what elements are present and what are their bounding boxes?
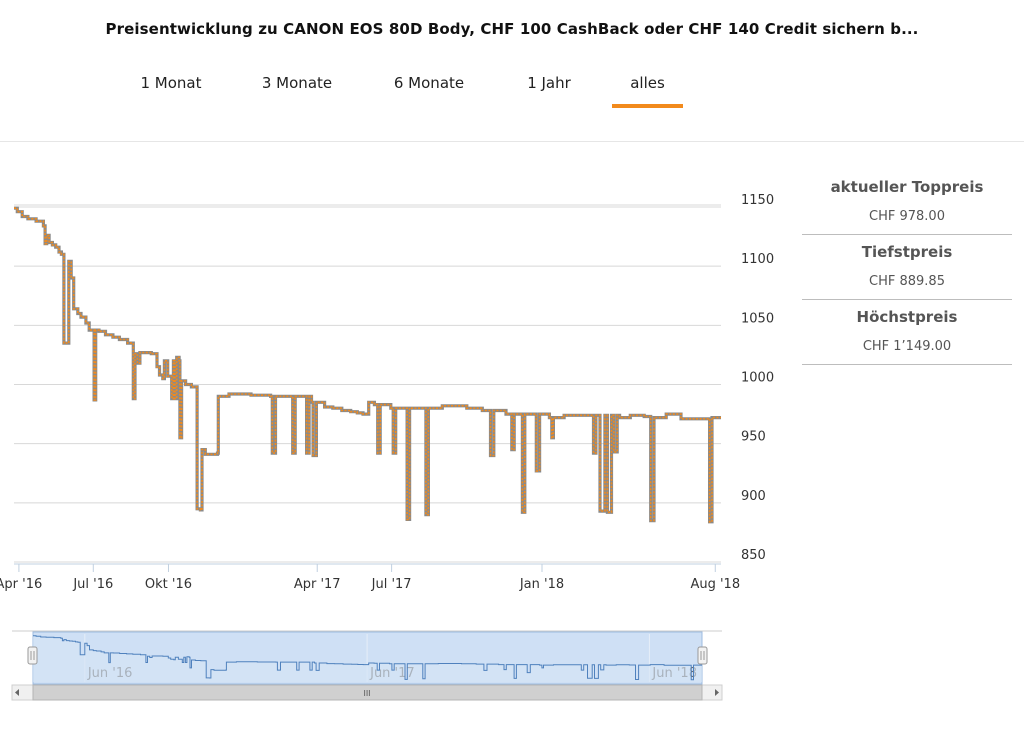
x-axis-labels: Apr '16 Jul '16 Okt '16 Apr '17 Jul '17 Jan '… — [0, 564, 740, 592]
lowest-price-block: Tiefstpreis CHF 889.85 — [802, 235, 1012, 300]
current-price-label: aktueller Toppreis — [830, 178, 984, 196]
header-divider — [0, 141, 1024, 142]
scroll-left-arrow-icon[interactable] — [15, 689, 19, 696]
navigator-line — [33, 635, 702, 681]
navigator-series — [33, 635, 702, 682]
current-price-value: CHF 978.00 — [869, 209, 945, 224]
tab-3-monate[interactable]: 3 Monate — [261, 74, 333, 92]
y-tick-label: 900 — [741, 489, 766, 504]
x-tick-label: Jan '18 — [519, 577, 564, 592]
y-tick-label: 850 — [741, 548, 766, 563]
chart-grid — [14, 204, 721, 565]
time-range-tabs: 1 Monat 3 Monate 6 Monate 1 Jahr alles — [0, 72, 1024, 112]
chart-title: Preisentwicklung zu CANON EOS 80D Body, … — [105, 20, 919, 38]
navigator-left-handle[interactable] — [27, 646, 38, 665]
highest-price-label: Höchstpreis — [856, 308, 958, 326]
lowest-price-value: CHF 889.85 — [869, 274, 945, 289]
navigator-area — [33, 635, 702, 682]
y-tick-label: 1000 — [741, 371, 774, 386]
scrollbar-thumb[interactable] — [32, 684, 703, 701]
x-tick-label: Aug '18 — [690, 577, 740, 592]
scrollbar[interactable]: III — [11, 684, 723, 701]
y-tick-label: 1150 — [741, 193, 774, 208]
navigator-right-handle[interactable] — [697, 646, 708, 665]
x-tick-label: Okt '16 — [145, 577, 192, 592]
price-stats-panel: aktueller Toppreis CHF 978.00 Tiefstprei… — [802, 170, 1012, 365]
x-tick-label: Apr '17 — [294, 577, 341, 592]
current-price-block: aktueller Toppreis CHF 978.00 — [802, 170, 1012, 235]
navigator[interactable]: Jun '16Jun '17Jun '18 III — [0, 625, 730, 705]
tab-1-jahr[interactable]: 1 Jahr — [527, 74, 571, 92]
scrollbar-grip: III — [363, 689, 370, 698]
x-tick-label: Jul '17 — [371, 577, 412, 592]
highest-price-value: CHF 1’149.00 — [862, 339, 952, 354]
y-axis-labels: 850 900 950 1000 1050 1100 1150 — [741, 193, 774, 563]
tab-6-monate[interactable]: 6 Monate — [393, 74, 465, 92]
x-tick-label: Jul '16 — [72, 577, 113, 592]
y-tick-label: 1100 — [741, 252, 774, 267]
price-series — [14, 206, 721, 524]
y-tick-label: 950 — [741, 430, 766, 445]
price-line — [14, 207, 721, 523]
tab-1-monat[interactable]: 1 Monat — [140, 74, 202, 92]
lowest-price-label: Tiefstpreis — [861, 243, 953, 261]
price-chart[interactable]: 850 900 950 1000 1050 1100 1150 Apr '16 Jul '16… — [0, 150, 790, 600]
price-line-base — [14, 206, 721, 524]
tab-alles[interactable]: alles — [612, 72, 683, 108]
scroll-right-arrow-icon[interactable] — [715, 689, 719, 696]
y-tick-label: 1050 — [741, 311, 774, 326]
highest-price-block: Höchstpreis CHF 1’149.00 — [802, 300, 1012, 365]
x-tick-label: Apr '16 — [0, 577, 42, 592]
